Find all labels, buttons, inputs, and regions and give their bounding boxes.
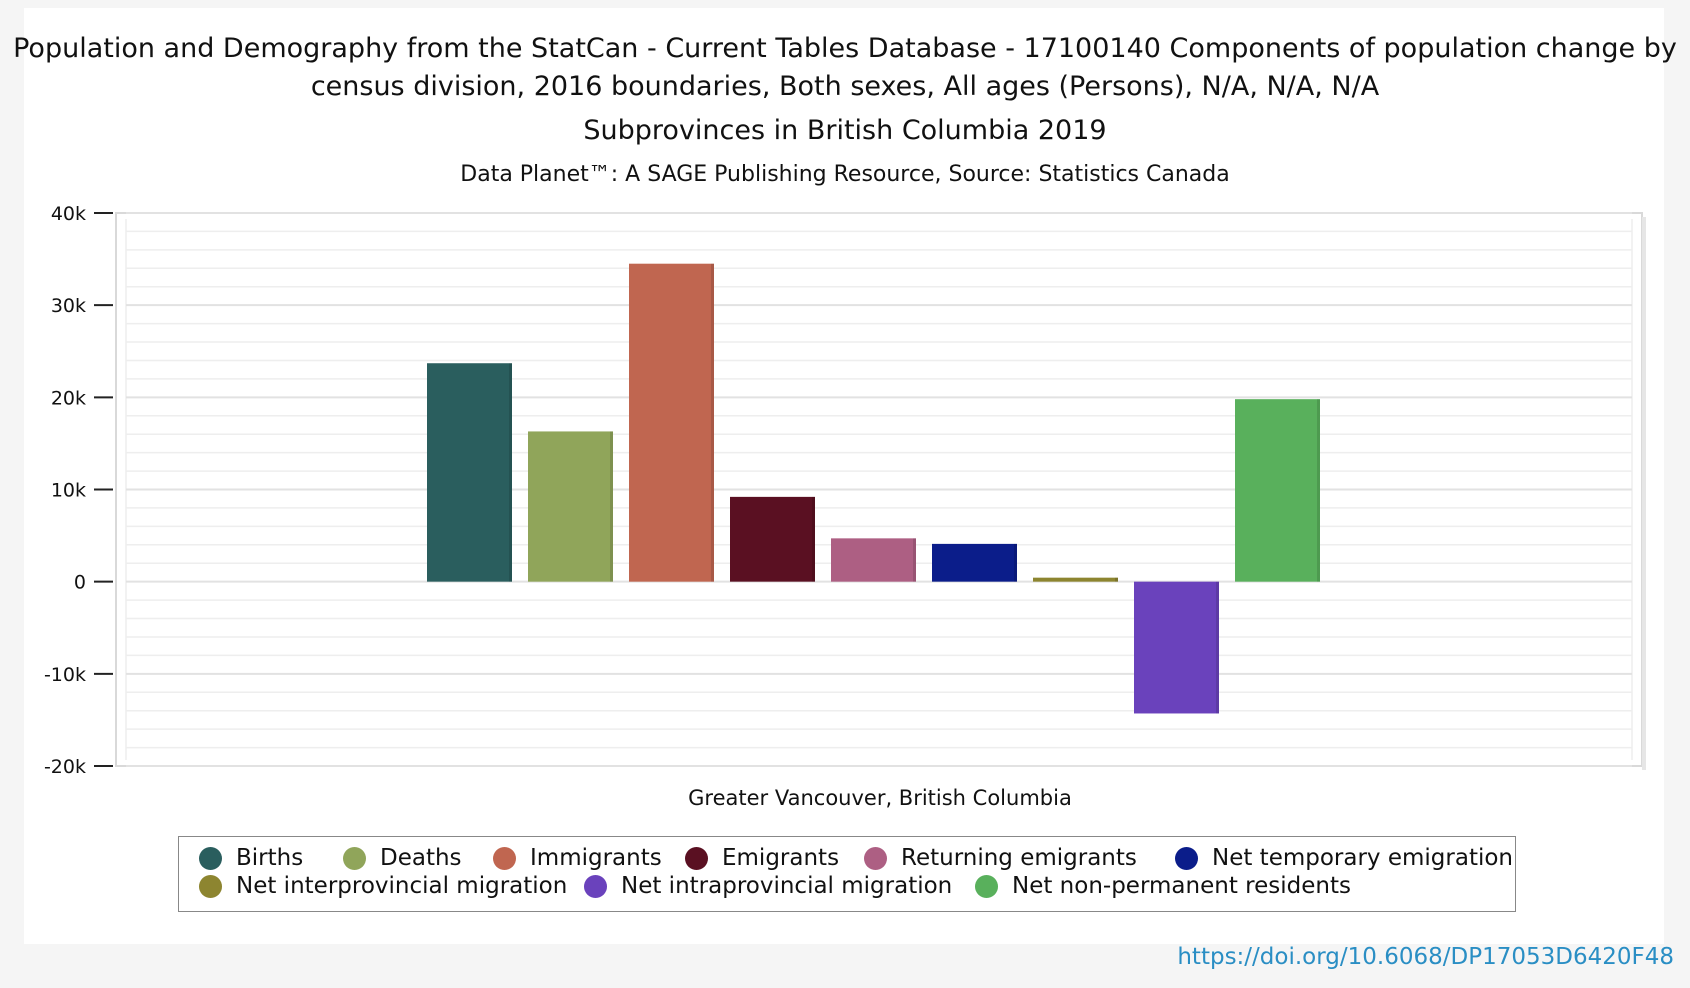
doi-link[interactable]: https://doi.org/10.6068/DP17053D6420F48	[1177, 944, 1674, 970]
chart-legend: Births Deaths Immigrants Emigrants Returning…	[178, 836, 1516, 912]
legend-marker-icon	[493, 846, 516, 870]
legend-item-net-intraprovincial-migration[interactable]: Net intraprovincial migration	[584, 873, 952, 899]
bar-shade	[610, 431, 613, 582]
legend-item-deaths[interactable]: Deaths	[343, 845, 462, 871]
legend-label: Net temporary emigration	[1212, 845, 1514, 871]
bar-net-intraprovincial-migration[interactable]	[1134, 581, 1219, 714]
legend-marker-icon	[975, 874, 998, 898]
legend-item-immigrants[interactable]: Immigrants	[493, 845, 662, 871]
bar-net-non-permanent-residents[interactable]	[1235, 399, 1320, 582]
bar-net-interprovincial-migration[interactable]	[1033, 577, 1118, 582]
legend-item-emigrants[interactable]: Emigrants	[685, 845, 839, 871]
legend-marker-icon	[864, 846, 887, 870]
y-tick-label: 20k	[51, 387, 86, 409]
chart-source: Data Planet™: A SAGE Publishing Resource…	[460, 162, 1230, 187]
plot-shadow	[1642, 217, 1646, 770]
legend-label: Deaths	[380, 845, 462, 871]
chart-subtitle: Subprovinces in British Columbia 2019	[583, 115, 1107, 146]
bar-emigrants[interactable]	[730, 496, 815, 582]
legend-label: Births	[236, 845, 304, 871]
bar-immigrants[interactable]	[629, 263, 714, 582]
legend-marker-icon	[199, 874, 222, 898]
bar-shade	[509, 363, 512, 582]
chart-title-text: Population and Demography from the StatC…	[13, 33, 1677, 102]
legend-label: Net interprovincial migration	[236, 873, 568, 899]
legend-item-returning-emigrants[interactable]: Returning emigrants	[864, 845, 1137, 871]
legend-marker-icon	[584, 874, 607, 898]
legend-marker-icon	[1175, 846, 1198, 870]
legend-label: Net intraprovincial migration	[621, 873, 953, 899]
legend-item-net-temporary-emigration[interactable]: Net temporary emigration	[1175, 845, 1513, 871]
bar-births[interactable]	[427, 363, 512, 582]
y-tick-label: -20k	[44, 756, 86, 778]
bar-shade	[1014, 543, 1017, 582]
chart-title: Population and Demography from the StatC…	[0, 30, 1690, 106]
legend-label: Returning emigrants	[901, 845, 1137, 871]
bar-net-temporary-emigration[interactable]	[932, 543, 1017, 582]
legend-label: Net non-permanent residents	[1012, 873, 1351, 899]
y-tick-label: 30k	[51, 295, 86, 317]
bar-shade	[1216, 581, 1219, 714]
bar-shade	[1317, 399, 1320, 582]
bar-returning-emigrants[interactable]	[831, 538, 916, 582]
legend-label: Immigrants	[530, 845, 662, 871]
legend-item-net-interprovincial-migration[interactable]: Net interprovincial migration	[199, 873, 567, 899]
bar-shade	[812, 496, 815, 582]
y-tick-label: -10k	[44, 664, 86, 686]
bar-deaths[interactable]	[528, 431, 613, 582]
y-tick-label: 0	[74, 572, 86, 594]
legend-label: Emigrants	[722, 845, 840, 871]
x-category-label: Greater Vancouver, British Columbia	[688, 786, 1072, 810]
bar-shade	[711, 263, 714, 582]
legend-marker-icon	[199, 846, 222, 870]
legend-marker-icon	[685, 846, 708, 870]
legend-item-births[interactable]: Births	[199, 845, 303, 871]
bar-shade	[913, 538, 916, 582]
legend-item-net-non-permanent-residents[interactable]: Net non-permanent residents	[975, 873, 1351, 899]
y-tick-label: 10k	[51, 480, 86, 502]
legend-marker-icon	[343, 846, 366, 870]
bar-shade	[1115, 577, 1118, 582]
y-tick-label: 40k	[51, 203, 86, 225]
